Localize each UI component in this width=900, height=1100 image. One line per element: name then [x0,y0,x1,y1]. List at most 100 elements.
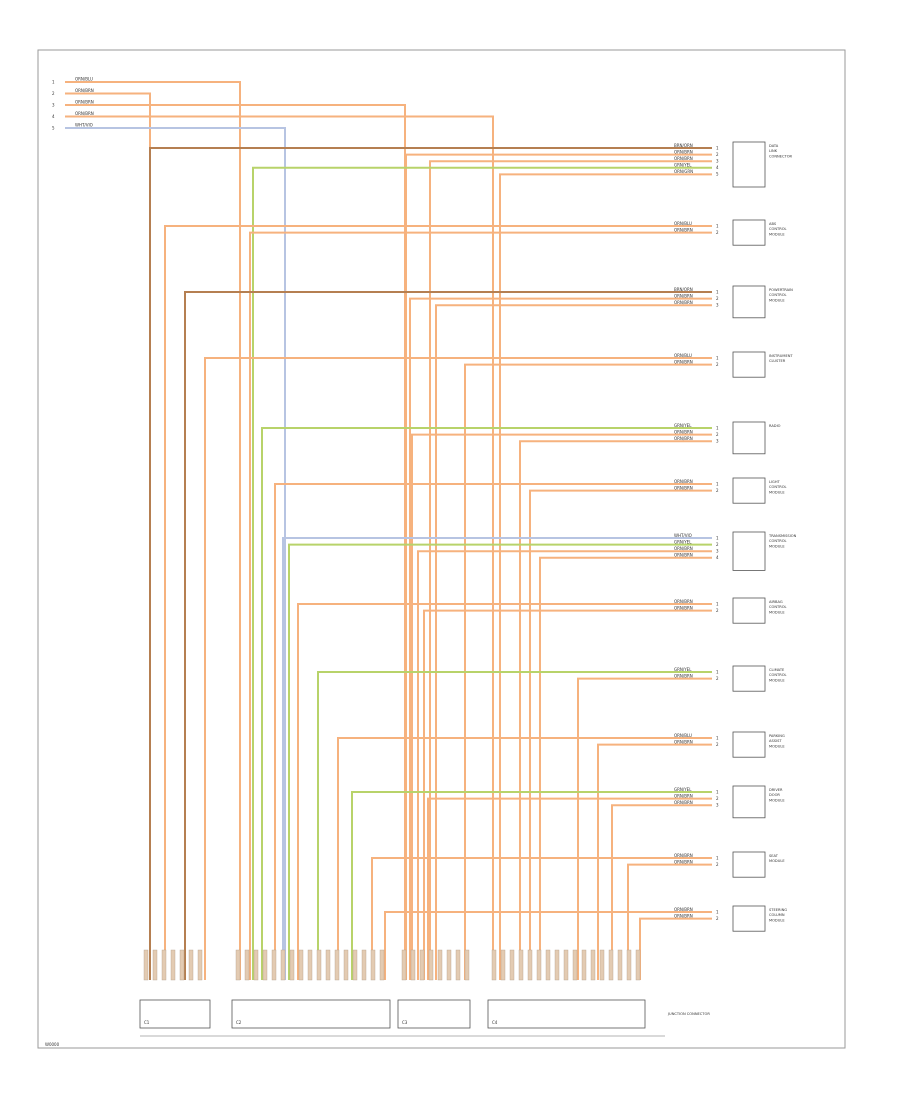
component-name: MODULE [769,610,785,614]
pin-number: 1 [716,789,719,794]
component-name: MODULE [769,918,785,922]
component-name: ASSIST [769,739,782,743]
terminal [419,949,425,981]
component-name: SEAT [769,854,779,858]
terminal [455,949,461,981]
terminal [271,949,277,981]
terminal [401,949,407,981]
terminal [352,949,358,981]
component-box [732,219,766,246]
top-feed-pin: 1 [52,79,55,84]
component-wire [249,231,712,980]
bottom-connector-block [139,999,211,1029]
pin-number: 3 [716,803,719,808]
top-feed-label: ORN/BRN [75,100,94,105]
component-name: COLUMN [769,913,785,917]
top-feed-wire [65,104,406,980]
wire-label: ORN/BRN [674,149,693,154]
wire-label: ORN/BRN [674,605,693,610]
terminal [280,949,286,981]
component-wire [435,304,712,980]
wire-label: ORN/BRN [674,359,693,364]
top-feed-label: ORN/BRN [75,88,94,93]
pin-number: 2 [716,362,719,367]
terminal [437,949,443,981]
pin-number: 2 [716,296,719,301]
terminal [518,949,524,981]
wire-label: ORN/BLU [674,221,692,226]
top-feed-wire [65,127,286,980]
component-name: MODULE [769,544,785,548]
component-name: ABS [769,222,777,226]
terminal [491,949,497,981]
terminal [410,949,416,981]
component-box [732,597,766,624]
wire-label: BRN/ORN [674,287,693,292]
terminal [581,949,587,981]
terminal [500,949,506,981]
component-name: MODULE [769,859,785,863]
pin-number: 2 [716,742,719,747]
pin-number: 1 [716,601,719,606]
component-wire [464,363,712,980]
component-box [732,421,766,455]
component-name: RADIO [769,424,781,428]
terminal [545,949,551,981]
pin-number: 1 [716,355,719,360]
component-name: CLUSTER [769,359,786,363]
component-name: LINK [769,149,778,153]
top-feed-pin: 4 [52,114,55,119]
top-feed-pin: 5 [52,125,55,130]
bottom-connector-label: C4 [492,1020,498,1025]
pin-number: 2 [716,542,719,547]
terminal [253,949,259,981]
terminal [334,949,340,981]
terminal [527,949,533,981]
component-name: MODULE [769,232,785,236]
pin-number: 2 [716,152,719,157]
wire-label: ORN/BRN [674,436,693,441]
component-wire [577,677,712,980]
terminal [563,949,569,981]
wire-label: ORN/BRN [674,739,693,744]
component-wire [274,483,712,980]
component-wire [288,543,712,980]
pin-number: 1 [716,909,719,914]
component-wire [204,357,712,980]
component-name: INSTRUMENT [769,354,793,358]
wire-label: ORN/BRN [674,485,693,490]
component-name: CONTROL [769,673,787,677]
wire-label: GRN/YEL [674,163,692,168]
component-wire [539,556,712,980]
pin-number: 2 [716,796,719,801]
terminal [325,949,331,981]
pin-number: 3 [716,549,719,554]
wire-label: ORN/BRN [674,479,693,484]
bottom-connector-layer: C1 C2 C3 C4 JUNCTION CONNECTOR [139,949,710,1037]
component-name: CONTROL [769,293,787,297]
terminal [289,949,295,981]
pin-number: 2 [716,608,719,613]
component-name: MODULE [769,798,785,802]
terminal [626,949,632,981]
top-feed-pin: 2 [52,91,55,96]
component-wire [149,147,712,980]
wire-label: ORN/BRN [674,913,693,918]
component-name: PARKING [769,734,785,738]
component-wire [499,173,712,980]
component-name: MODULE [769,744,785,748]
component-box [732,731,766,758]
terminal [179,949,185,981]
terminal [608,949,614,981]
wire-label: ORN/BLU [674,733,692,738]
component-wire [423,609,712,980]
terminal [536,949,542,981]
component-name: POWERTRAIN [769,288,793,292]
wire-label: ORN/BRN [674,673,693,678]
terminal [554,949,560,981]
component-wire [427,797,712,980]
pin-number: 1 [716,289,719,294]
component-wire [371,857,712,980]
